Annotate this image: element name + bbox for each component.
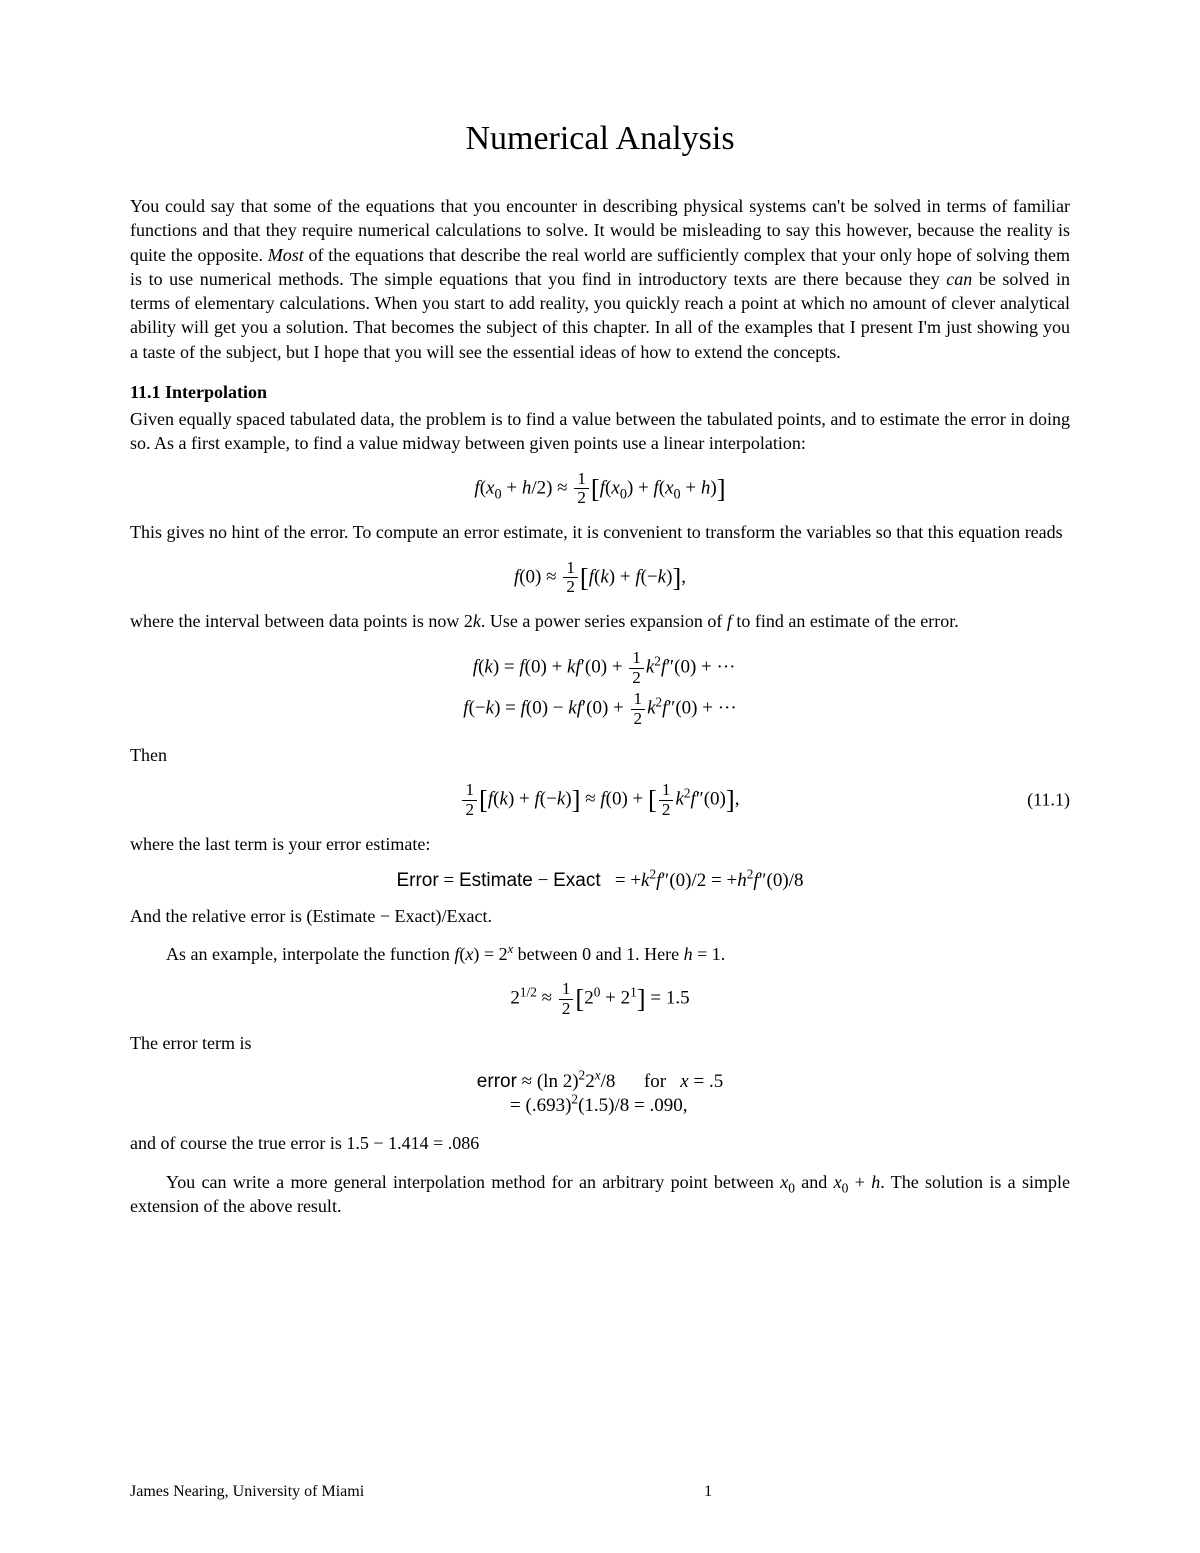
paragraph-1: Given equally spaced tabulated data, the… <box>130 407 1070 456</box>
section-title: Interpolation <box>165 382 267 402</box>
equation-6: 21/2 ≈ 12[20 + 21] = 1.5 <box>130 980 1070 1019</box>
intro-paragraph: You could say that some of the equations… <box>130 194 1070 364</box>
paragraph-9: and of course the true error is 1.5 − 1.… <box>130 1131 1070 1155</box>
section-heading: 11.1 Interpolation <box>130 382 1070 403</box>
paragraph-2: This gives no hint of the error. To comp… <box>130 520 1070 544</box>
equation-number: (11.1) <box>1027 790 1070 811</box>
equation-2: f(0) ≈ 12[f(k) + f(−k)], <box>130 559 1070 598</box>
equation-3: f(k) = f(0) + kf′(0) + 12k2f″(0) + ··· f… <box>130 647 1070 730</box>
paragraph-7: As an example, interpolate the function … <box>130 942 1070 966</box>
page-footer: James Nearing, University of Miami 1 <box>130 1483 1070 1501</box>
equation-7: error ≈ (ln 2)22x/8 for x = .5 = (.693)2… <box>130 1069 1070 1119</box>
paragraph-6: And the relative error is (Estimate − Ex… <box>130 904 1070 928</box>
footer-author: James Nearing, University of Miami <box>130 1483 364 1501</box>
paragraph-5: where the last term is your error estima… <box>130 832 1070 856</box>
paragraph-10: You can write a more general interpolati… <box>130 1170 1070 1219</box>
paragraph-8: The error term is <box>130 1031 1070 1055</box>
page: Numerical Analysis You could say that so… <box>0 0 1200 1553</box>
footer-page-number: 1 <box>704 1483 712 1501</box>
paragraph-4: Then <box>130 743 1070 767</box>
paragraph-3: where the interval between data points i… <box>130 609 1070 633</box>
equation-4: 12[f(k) + f(−k)] ≈ f(0) + [12k2f″(0)], (… <box>130 781 1070 820</box>
equation-5: Error = Estimate − Exact = +k2f″(0)/2 = … <box>130 870 1070 892</box>
page-title: Numerical Analysis <box>130 120 1070 158</box>
equation-1: f(x0 + h/2) ≈ 12[f(x0) + f(x0 + h)] <box>130 470 1070 509</box>
section-number: 11.1 <box>130 382 161 402</box>
